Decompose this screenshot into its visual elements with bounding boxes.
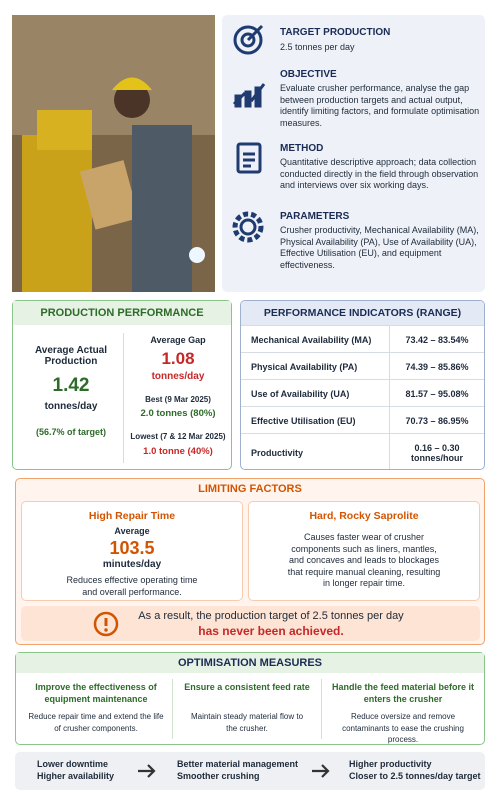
table-row: Mechanical Availability (MA) 73.42 – 83.5… — [241, 325, 484, 353]
item-title: PARAMETERS — [280, 211, 350, 222]
cell: Productivity — [251, 448, 304, 458]
factor-text: Reduces effective operating time and ove… — [66, 575, 198, 597]
value: 1.08 — [161, 349, 195, 368]
limiting-panel: LIMITING FACTORS High Repair Time Averag… — [15, 478, 485, 645]
outcome: Better material management Smoother crush… — [177, 759, 298, 782]
item-text: Quantitative descriptive approach; data … — [280, 157, 479, 190]
value: 1.0 tonne (40%) — [143, 446, 213, 457]
item-title: METHOD — [280, 143, 324, 154]
panel-title: PERFORMANCE INDICATORS (RANGE) — [241, 301, 484, 325]
measure-title: Ensure a consistent feed rate — [184, 682, 310, 692]
cell: Mechanical Availability (MA) — [251, 334, 372, 345]
table-row: Use of Availability (UA) 81.57 – 95.08% — [241, 379, 484, 407]
unit: tonnes/day — [151, 371, 205, 382]
value: 103.5 — [109, 538, 155, 558]
cell: 81.57 – 95.08% — [405, 388, 469, 399]
divider — [321, 679, 322, 739]
outcome-text: Better material management — [177, 759, 299, 769]
measure-title: Handle the feed material before it enter… — [331, 682, 475, 704]
overview-icons — [232, 24, 266, 243]
cell: Use of Availability (UA) — [251, 388, 350, 399]
item-title: TARGET PRODUCTION — [280, 27, 391, 38]
outcome: Lower downtime Higher availability — [37, 759, 114, 782]
panel-title: OPTIMISATION MEASURES — [16, 653, 484, 673]
overview-item: METHOD Quantitative descriptive approach;… — [280, 143, 480, 192]
measure-text: Maintain steady material flow to the cru… — [190, 712, 304, 733]
outcome-text: Closer to 2.5 tonnes/day target — [349, 770, 481, 781]
overview-panel — [222, 15, 485, 292]
factor-card: Hard, Rocky Saprolite Causes faster wear… — [248, 501, 480, 601]
note: (56.7% of target) — [35, 427, 106, 437]
factor-title: Hard, Rocky Saprolite — [309, 510, 419, 522]
production-panel: PRODUCTION PERFORMANCE Average Actual Pr… — [12, 300, 232, 470]
panel-title: PRODUCTION PERFORMANCE — [13, 301, 231, 325]
unit: minutes/day — [102, 559, 162, 570]
divider — [389, 325, 390, 469]
indicators-panel: PERFORMANCE INDICATORS (RANGE) Mechanica… — [240, 300, 485, 470]
table-row: Effective Utilisation (EU) 70.73 – 86.95% — [241, 406, 484, 434]
item-text: Crusher productivity, Mechanical Availab… — [280, 225, 479, 270]
divider — [172, 679, 173, 739]
label: Average — [114, 526, 150, 536]
cell: 74.39 – 85.86% — [405, 361, 469, 372]
item-title: OBJECTIVE — [280, 69, 337, 80]
conclusion-text: As a result, the production target of 2.… — [138, 610, 404, 622]
label: Best (9 Mar 2025) — [145, 395, 211, 404]
value: 1.42 — [52, 375, 90, 396]
cell: 70.73 – 86.95% — [405, 415, 469, 426]
overview-item: PARAMETERS Crusher productivity, Mechanic… — [280, 211, 480, 271]
outcome-text: Higher availability — [37, 770, 115, 781]
factor-text: Causes faster wear of crusher components… — [287, 532, 441, 588]
table-row: Productivity 0.16 – 0.30 tonnes/hour — [241, 433, 484, 469]
divider — [123, 333, 124, 463]
cell: 73.42 – 83.54% — [405, 334, 469, 345]
outcomes-strip: Lower downtime Higher availability Better… — [15, 752, 485, 790]
cell: Physical Availability (PA) — [251, 361, 358, 372]
label: Average Actual Production — [34, 345, 108, 367]
measure-text: Reduce repair time and extend the life o… — [28, 712, 164, 733]
unit: tonnes/day — [44, 401, 98, 412]
factor-title: High Repair Time — [88, 510, 176, 522]
conclusion-emphasis: has never been achieved. — [198, 624, 344, 638]
label: Average Gap — [150, 335, 206, 345]
cell: Effective Utilisation (EU) — [251, 415, 356, 426]
conclusion: As a result, the production target of 2.… — [21, 606, 480, 641]
panel-title: LIMITING FACTORS — [198, 483, 302, 495]
measure-title: Improve the effectiveness of equipment m… — [35, 682, 157, 704]
overview-item: OBJECTIVE Evaluate crusher performance, a… — [280, 69, 480, 129]
factor-card: High Repair Time Average 103.5 minutes/d… — [21, 501, 243, 601]
table-row: Physical Availability (PA) 74.39 – 85.86% — [241, 352, 484, 380]
arrow — [138, 764, 156, 778]
arrow — [312, 764, 330, 778]
item-text: 2.5 tonnes per day — [280, 42, 355, 52]
photo — [12, 15, 215, 292]
measure-text: Reduce oversize and remove contaminants … — [342, 712, 464, 744]
item-text: Evaluate crusher performance, analyse th… — [280, 83, 480, 128]
overview-item: TARGET PRODUCTION 2.5 tonnes per day — [280, 27, 480, 54]
optimisation-panel: OPTIMISATION MEASURES Improve the effect… — [15, 652, 485, 745]
outcome-text: Higher productivity — [349, 759, 432, 769]
outcome-text: Lower downtime — [37, 759, 109, 769]
value: 2.0 tonnes (80%) — [140, 408, 216, 419]
cell: 0.16 – 0.30 tonnes/hour — [411, 443, 463, 463]
outcome-text: Smoother crushing — [177, 770, 260, 781]
warning-icon — [93, 611, 119, 637]
outcome: Higher productivity Closer to 2.5 tonnes/… — [349, 759, 481, 782]
label: Lowest (7 & 12 Mar 2025) — [130, 432, 226, 441]
